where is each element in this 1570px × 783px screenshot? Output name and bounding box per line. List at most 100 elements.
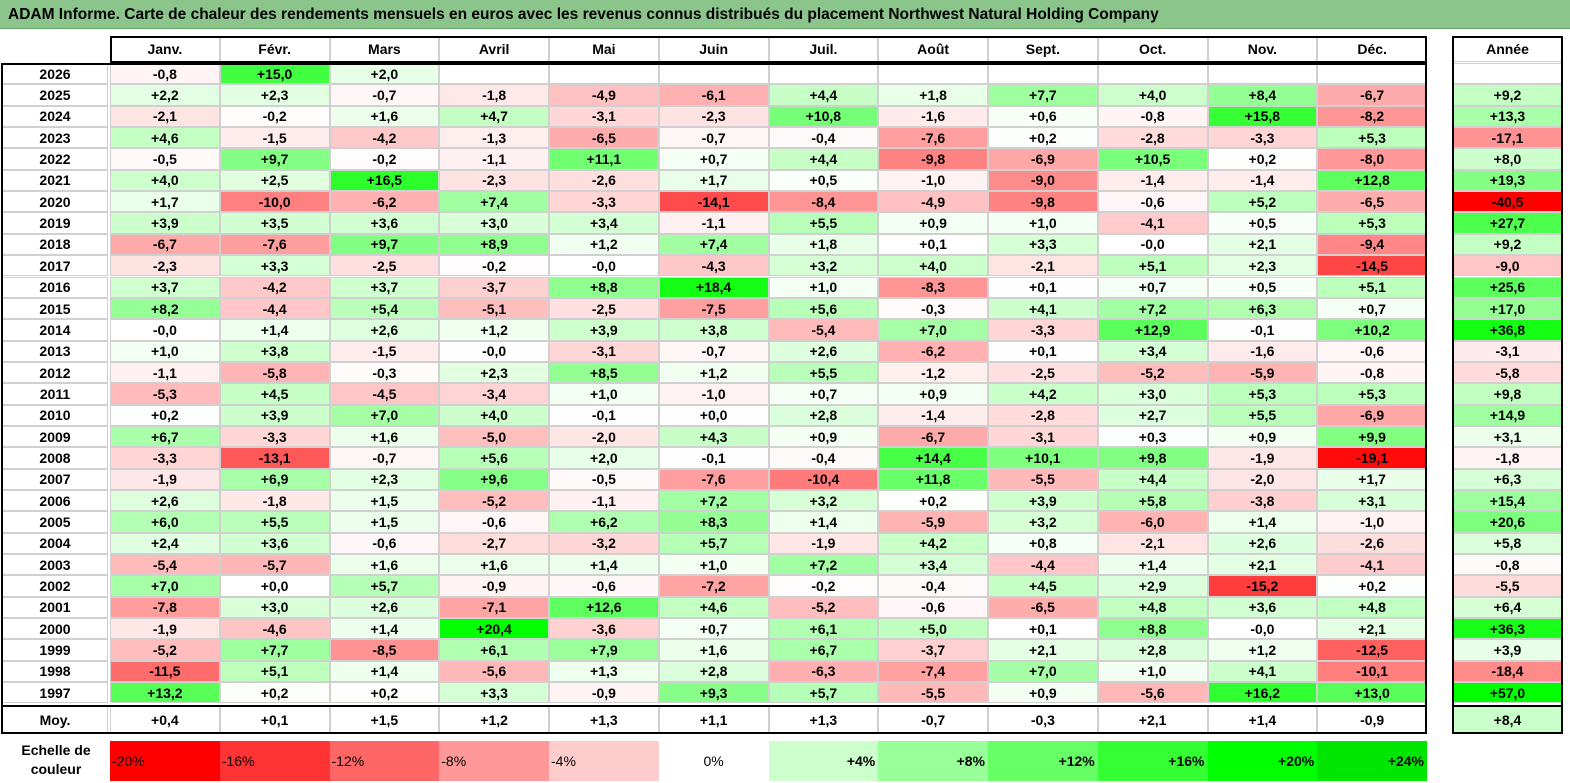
heatmap-cell: -4,6 (219, 618, 330, 640)
heatmap-cell: +5,7 (658, 532, 769, 555)
heatmap-cell: +5,4 (329, 297, 440, 320)
year-label: 2019 (2, 212, 108, 234)
heatmap-cell: -19,1 (1317, 447, 1427, 469)
heatmap-cell: -5,9 (878, 511, 988, 533)
year-label: 2002 (2, 575, 108, 597)
color-scale-step: -8% (439, 741, 549, 781)
heatmap-cell: +9,8 (1097, 447, 1208, 469)
heatmap-cell: +4,8 (1317, 596, 1427, 619)
heatmap-cell: +5,6 (768, 297, 879, 320)
heatmap-cell: -4,1 (1097, 212, 1208, 234)
heatmap-cell: -2,3 (110, 255, 220, 277)
heatmap-cell: +1,6 (658, 639, 769, 661)
heatmap-cell: +0,1 (878, 233, 988, 256)
annual-cell: +57,0 (1452, 682, 1563, 704)
heatmap-cell: -9,4 (1317, 233, 1427, 256)
year-label: 2026 (2, 63, 108, 85)
annual-cell: +36,3 (1452, 618, 1563, 640)
heatmap-cell: -5,1 (439, 297, 549, 320)
heatmap-cell: +0,9 (878, 383, 988, 405)
heatmap-cell: -0,1 (549, 404, 659, 426)
heatmap-cell: -0,0 (1207, 618, 1318, 640)
heatmap-cell: -8,0 (1317, 148, 1427, 170)
heatmap-cell: -0,7 (329, 84, 440, 106)
heatmap-cell: -6,7 (878, 425, 988, 448)
average-cell: +1,4 (1207, 705, 1318, 734)
heatmap-cell: -1,0 (1317, 511, 1427, 533)
heatmap-cell: -1,1 (658, 212, 769, 234)
heatmap-cell: +1,0 (549, 383, 659, 405)
average-annual-cell: +8,4 (1452, 705, 1563, 734)
heatmap-cell: +3,8 (219, 340, 330, 362)
heatmap-cell: +1,4 (1207, 511, 1318, 533)
heatmap-cell: -0,6 (878, 596, 988, 619)
annual-cell: +27,7 (1452, 212, 1563, 234)
heatmap-cell: -0,7 (658, 127, 769, 149)
heatmap-cell: +3,9 (219, 404, 330, 426)
month-header: Nov. (1207, 36, 1318, 62)
heatmap-cell: -1,8 (219, 490, 330, 512)
color-scale-step: -12% (329, 741, 440, 781)
heatmap-cell: -6,1 (658, 84, 769, 106)
average-cell: -0,7 (878, 705, 988, 734)
heatmap-cell: -4,4 (219, 297, 330, 320)
year-label: 2013 (2, 340, 108, 362)
heatmap-cell: -8,2 (1317, 105, 1427, 128)
heatmap-cell: -6,5 (549, 127, 659, 149)
heatmap-cell: -6,9 (1317, 404, 1427, 426)
heatmap-cell: -8,5 (329, 639, 440, 661)
heatmap-cell: +5,7 (329, 575, 440, 597)
heatmap-cell: -5,9 (1207, 361, 1318, 384)
heatmap-cell: +2,6 (329, 596, 440, 619)
annual-cell: -5,8 (1452, 361, 1563, 384)
heatmap-cell: +2,2 (110, 84, 220, 106)
heatmap-cell: +3,3 (988, 233, 1098, 256)
color-scale-label-line1: Echelle de (21, 742, 91, 758)
heatmap-cell: +4,5 (988, 575, 1098, 597)
annual-cell: +14,9 (1452, 404, 1563, 426)
heatmap-cell: +3,9 (988, 490, 1098, 512)
color-scale-step: +12% (988, 741, 1098, 781)
heatmap-cell: +4,1 (988, 297, 1098, 320)
year-label: 2017 (2, 255, 108, 277)
heatmap-cell: -1,9 (110, 618, 220, 640)
heatmap-cell: +3,1 (1317, 490, 1427, 512)
heatmap-cell: -0,4 (768, 447, 879, 469)
year-label: 2001 (2, 596, 108, 619)
heatmap-cell: -3,1 (988, 425, 1098, 448)
heatmap-cell: -3,3 (1207, 127, 1318, 149)
heatmap-cell: +2,6 (110, 490, 220, 512)
color-scale-step: -16% (219, 741, 330, 781)
heatmap-cell: +0,9 (988, 682, 1098, 704)
heatmap-cell: -0,1 (658, 447, 769, 469)
heatmap-cell: +3,9 (110, 212, 220, 234)
heatmap-cell: +1,6 (439, 554, 549, 576)
heatmap-cell: +9,7 (329, 233, 440, 256)
heatmap-cell: +1,0 (658, 554, 769, 576)
heatmap-cell: -2,7 (439, 532, 549, 555)
average-separator (1, 704, 1427, 707)
heatmap-cell: -12,5 (1317, 639, 1427, 661)
heatmap-cell: -2,5 (988, 361, 1098, 384)
heatmap-cell: +2,1 (1317, 618, 1427, 640)
heatmap-cell: +0,1 (988, 340, 1098, 362)
heatmap-cell: +20,4 (439, 618, 549, 640)
average-cell: +1,3 (549, 705, 659, 734)
heatmap-cell (439, 63, 549, 85)
heatmap-cell: +2,3 (219, 84, 330, 106)
heatmap-cell: -0,6 (549, 575, 659, 597)
heatmap-cell: +7,0 (988, 660, 1098, 683)
heatmap-cell: +3,3 (219, 255, 330, 277)
heatmap-cell: -7,1 (439, 596, 549, 619)
heatmap-cell: +1,8 (878, 84, 988, 106)
heatmap-cell: -4,9 (878, 191, 988, 213)
heatmap-cell: -4,1 (1317, 554, 1427, 576)
heatmap-cell: +4,8 (1097, 596, 1208, 619)
heatmap-cell: +0,5 (1207, 212, 1318, 234)
heatmap-cell: +0,2 (1207, 148, 1318, 170)
heatmap-cell: +0,2 (219, 682, 330, 704)
heatmap-cell: +5,8 (1097, 490, 1208, 512)
heatmap-cell: -0,0 (1097, 233, 1208, 256)
heatmap-cell: +15,0 (219, 63, 330, 85)
heatmap-cell: +1,2 (1207, 639, 1318, 661)
